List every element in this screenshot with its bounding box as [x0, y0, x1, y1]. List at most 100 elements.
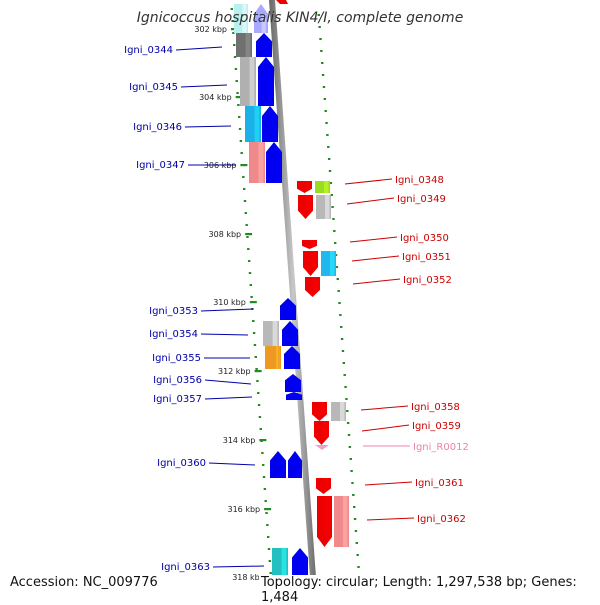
- gene-label-igni_0352: Igni_0352: [403, 275, 452, 286]
- track-dot: [262, 476, 266, 478]
- gene-arrow-igni_0344: [256, 33, 272, 57]
- track-dot: [237, 104, 240, 106]
- track-dot: [242, 176, 245, 178]
- track-dot: [243, 200, 247, 202]
- tick-label: 314 kbp: [223, 436, 256, 445]
- gene-box-igni_0355-b: [272, 346, 279, 369]
- track-dot: [345, 398, 348, 400]
- track-dot: [257, 404, 261, 406]
- leader-line: [200, 333, 249, 336]
- leader-line: [180, 84, 228, 88]
- track-dot: [266, 524, 269, 526]
- track-dot: [230, 8, 233, 10]
- track-dot: [333, 242, 337, 244]
- track-dot: [250, 296, 253, 298]
- track-dot: [349, 458, 352, 460]
- track-dot: [320, 50, 323, 52]
- gene-arrow-igni_0360: [270, 451, 286, 478]
- gene-label-igni_0348: Igni_0348: [395, 175, 444, 186]
- gene-label-igni_0361: Igni_0361: [415, 478, 464, 489]
- track-dot: [265, 512, 268, 514]
- track-dot: [257, 392, 260, 394]
- gene-arrow-igni_0361-highlight: [324, 478, 329, 489]
- track-dot: [255, 368, 258, 370]
- track-dot: [234, 68, 238, 70]
- gene-arrow-igni_0359-highlight: [322, 421, 327, 437]
- gene-label-igni_0363: Igni_0363: [161, 562, 210, 573]
- leader-line: [175, 46, 223, 51]
- tick-label: 308 kbp: [209, 230, 242, 239]
- track-dot: [264, 500, 267, 502]
- gene-arrow-igni_0355-highlight: [292, 354, 298, 369]
- gene-label-igni_0353: Igni_0353: [149, 306, 198, 317]
- gene-arrow-igni_0347-highlight: [274, 152, 280, 183]
- gene-label-igni_0358: Igni_0358: [411, 402, 460, 413]
- track-dot: [324, 110, 327, 112]
- track-dot: [267, 548, 271, 550]
- gene-box-igni_0349-highlight: [325, 195, 330, 219]
- track-dot: [319, 38, 322, 40]
- track-dot: [354, 530, 358, 532]
- track-dot: [248, 272, 252, 274]
- tick-mark: [245, 233, 253, 236]
- gene-arrow-igni_0363-highlight: [300, 557, 306, 575]
- gene-label-igni_0360: Igni_0360: [157, 458, 206, 469]
- track-dot: [340, 326, 343, 328]
- gene-arrow-partial-top: [276, 0, 288, 4]
- track-dot: [244, 212, 248, 214]
- track-dot: [337, 290, 340, 292]
- gene-arrow-igni_0344-highlight: [264, 41, 270, 57]
- gene-arrow-igni_0352-highlight: [313, 277, 318, 290]
- gene-label-igni_0351: Igni_0351: [402, 252, 451, 263]
- leader-line: [352, 278, 401, 285]
- tick-label: 318 kbp: [232, 573, 265, 582]
- gene-label-igni_0349: Igni_0349: [397, 194, 446, 205]
- leader-line: [366, 517, 415, 521]
- track-dot: [335, 266, 339, 268]
- gene-label-igni_0356: Igni_0356: [153, 375, 202, 386]
- leader-line: [184, 125, 232, 128]
- track-dot: [355, 542, 358, 544]
- track-dot: [252, 320, 255, 322]
- track-dot: [348, 446, 352, 448]
- track-dot: [249, 284, 252, 286]
- track-dot: [346, 410, 349, 412]
- track-dot: [336, 278, 339, 280]
- track-dot: [258, 416, 262, 418]
- track-dot: [238, 128, 242, 130]
- gene-label-igni_0347: Igni_0347: [136, 160, 185, 171]
- track-dot: [262, 464, 265, 466]
- track-dot: [254, 356, 257, 358]
- gene-box-igni_0354-highlight: [272, 321, 278, 346]
- track-dot: [353, 506, 356, 508]
- track-dot: [326, 134, 329, 136]
- track-dot: [327, 146, 330, 148]
- leader-line: [344, 178, 393, 185]
- tick-mark: [264, 508, 272, 511]
- accession-text: Accession: NC_009776: [8, 575, 160, 590]
- gene-arrow-igni_0358-highlight: [320, 402, 325, 415]
- tick-label: 316 kbp: [228, 505, 261, 514]
- track-dot: [350, 470, 353, 472]
- tick-mark: [254, 370, 262, 373]
- tick-label: 312 kbp: [218, 367, 251, 376]
- gene-box-igni_0348-highlight: [324, 181, 329, 193]
- track-dot: [242, 188, 246, 190]
- gene-arrow-igni_0354-highlight: [290, 329, 296, 346]
- leader-line: [212, 565, 265, 568]
- leader-line: [360, 405, 409, 411]
- gene-label-igni_0350: Igni_0350: [400, 233, 449, 244]
- gene-box-igni_0362-highlight: [343, 496, 348, 547]
- track-dot: [356, 554, 359, 556]
- gene-label-igni_0344: Igni_0344: [124, 45, 173, 56]
- track-dot: [317, 14, 320, 16]
- track-dot: [323, 98, 327, 100]
- gene-box-igni_0355-b-highlight: [276, 346, 279, 369]
- gene-arrow-igni_0363: [292, 548, 308, 575]
- track-dot: [256, 380, 259, 382]
- track-dot: [268, 560, 272, 562]
- gene-label-igni_0346: Igni_0346: [133, 122, 182, 133]
- track-dot: [263, 488, 267, 490]
- gene-arrow-igni_0350-highlight: [310, 240, 315, 246]
